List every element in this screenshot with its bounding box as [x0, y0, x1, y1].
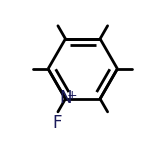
Text: F: F — [53, 114, 62, 132]
Text: N: N — [60, 89, 72, 107]
Text: +: + — [67, 88, 78, 102]
